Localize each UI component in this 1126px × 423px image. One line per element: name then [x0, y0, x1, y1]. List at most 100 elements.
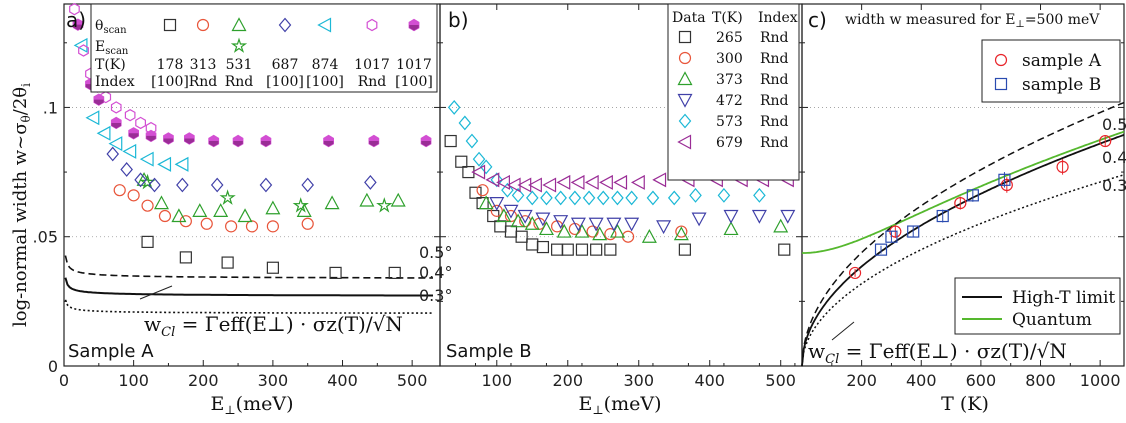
data-point	[606, 217, 622, 232]
data-point	[127, 189, 140, 202]
data-point-lower-half	[369, 141, 379, 147]
legend-temp: 178	[157, 57, 184, 73]
data-point	[570, 217, 586, 232]
legend-index: Rnd	[225, 74, 254, 90]
data-point	[506, 177, 521, 193]
data-point	[134, 172, 147, 188]
data-point	[780, 209, 796, 224]
x-tick-label: 500	[765, 371, 796, 390]
data-point	[751, 209, 767, 224]
data-point	[158, 209, 172, 223]
data-point	[528, 177, 542, 193]
x-tick-label: 600	[966, 371, 997, 390]
data-point	[848, 266, 862, 280]
data-point	[773, 218, 789, 233]
data-point	[108, 136, 123, 152]
legend-temp: 874	[312, 57, 339, 73]
legend-index: Rnd	[189, 74, 218, 90]
data-point	[609, 223, 625, 238]
data-point	[604, 228, 617, 241]
data-point-lower-half	[128, 133, 139, 139]
data-point	[485, 172, 500, 188]
legend-marker	[163, 18, 177, 32]
data-point	[673, 226, 689, 241]
data-point	[476, 184, 489, 197]
legend-row-label: Escan	[95, 39, 129, 57]
x-tick-label: 200	[552, 371, 583, 390]
data-point	[135, 116, 146, 130]
data-point	[359, 192, 375, 207]
data-point	[611, 190, 624, 206]
data-point	[266, 261, 279, 274]
panel-b-sample: Sample B	[446, 341, 532, 362]
data-point	[465, 133, 479, 149]
data-point	[139, 151, 154, 167]
legend-marker	[677, 93, 693, 108]
panel-c-formula: wCl = Γeff(E⊥) · σz(T)/√N	[808, 339, 1067, 367]
series-178-100-	[141, 235, 401, 280]
data-point	[630, 174, 645, 190]
data-point	[106, 146, 120, 162]
data-point	[85, 110, 100, 126]
data-point	[613, 174, 628, 190]
x-tick-label: 0	[59, 371, 69, 390]
data-point	[652, 172, 667, 188]
curve-0.4°	[64, 277, 433, 297]
legend-index: Rnd	[358, 74, 387, 90]
data-point	[301, 217, 314, 230]
legend-index: [100]	[151, 74, 189, 90]
data-point	[237, 208, 253, 223]
data-point	[265, 200, 281, 215]
data-point	[141, 235, 154, 248]
data-point	[192, 203, 208, 217]
data-point-lower-half	[208, 141, 219, 147]
data-point	[504, 225, 518, 238]
legend-temp: 1017	[396, 57, 432, 73]
panel-a-legend-box	[90, 3, 438, 93]
legend-marker	[994, 53, 1008, 67]
data-point	[113, 184, 126, 197]
panel-c: 200 400 600 800 1000 c) width w measured for…	[801, 3, 1126, 415]
data-point-lower-half	[73, 24, 83, 31]
data-point-lower-half	[233, 141, 243, 147]
data-point	[1099, 134, 1112, 148]
panel-a-formula: wCl = Γeff(E⊥) · σz(T)/√N	[144, 312, 403, 340]
legend-temp: 679	[716, 135, 743, 151]
panel-b: 100 200 300 400 500 b) Sample B E⊥(meV) Data…	[439, 3, 803, 417]
legend-marker	[677, 134, 692, 150]
data-point	[586, 225, 599, 238]
data-point	[689, 187, 702, 203]
legend-index: [100]	[266, 74, 304, 90]
data-point	[245, 220, 259, 233]
data-point	[174, 156, 189, 172]
x-tick-label: 100	[118, 371, 149, 390]
data-point	[723, 221, 739, 236]
data-point-lower-half	[184, 138, 195, 144]
data-point	[678, 243, 691, 256]
data-point	[526, 238, 539, 251]
curve-high-t-limit	[801, 134, 1125, 367]
y-axis-label: log-normal width w~σθ/2θi	[10, 83, 33, 327]
data-point	[596, 190, 610, 206]
data-point	[604, 243, 617, 256]
panel-a: 0 100 200 300 400 500 0 .05 .1 0.5°0.4° 0.3° a) S…	[33, 3, 452, 417]
legend-temp: 531	[226, 57, 253, 73]
data-point	[536, 240, 550, 254]
legend-temp: 313	[190, 57, 217, 73]
data-point	[494, 220, 507, 233]
data-point	[296, 203, 312, 217]
legend-row-label: T(K)	[95, 57, 126, 73]
data-point	[501, 182, 514, 198]
legend-label: sample B	[1022, 75, 1101, 95]
curve-0.3°	[64, 299, 434, 314]
x-tick-label: 200	[188, 371, 219, 390]
curve-label: 0.4°	[419, 263, 452, 282]
data-point	[624, 217, 640, 232]
legend-marker	[678, 113, 692, 129]
data-point	[592, 226, 608, 241]
data-point	[266, 220, 279, 233]
panel-b-label: b)	[448, 8, 469, 32]
x-tick-label: 500	[397, 371, 428, 390]
curve-0.5°	[64, 255, 433, 279]
